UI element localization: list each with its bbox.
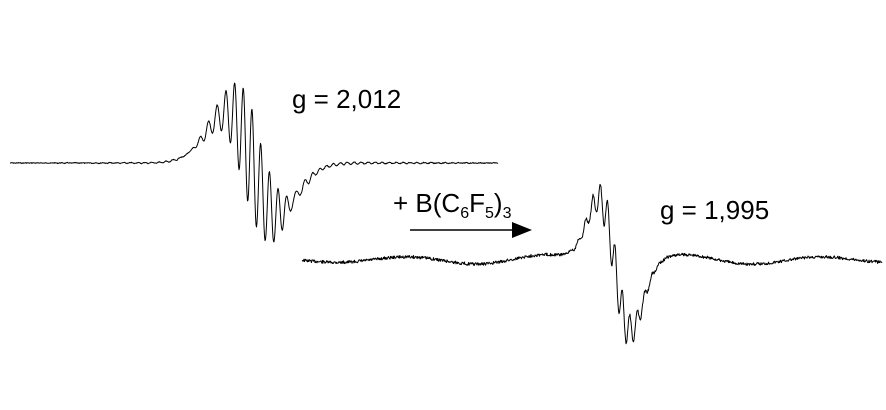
- reagent-label: + B(C6F5)3: [393, 188, 512, 222]
- g-value-right-label: g = 1,995: [660, 195, 769, 225]
- reaction-arrow-head: [512, 222, 532, 238]
- g-value-left-label: g = 2,012: [292, 84, 401, 114]
- epr-spectrum-left: [10, 82, 499, 243]
- epr-spectrum-right: [301, 183, 883, 345]
